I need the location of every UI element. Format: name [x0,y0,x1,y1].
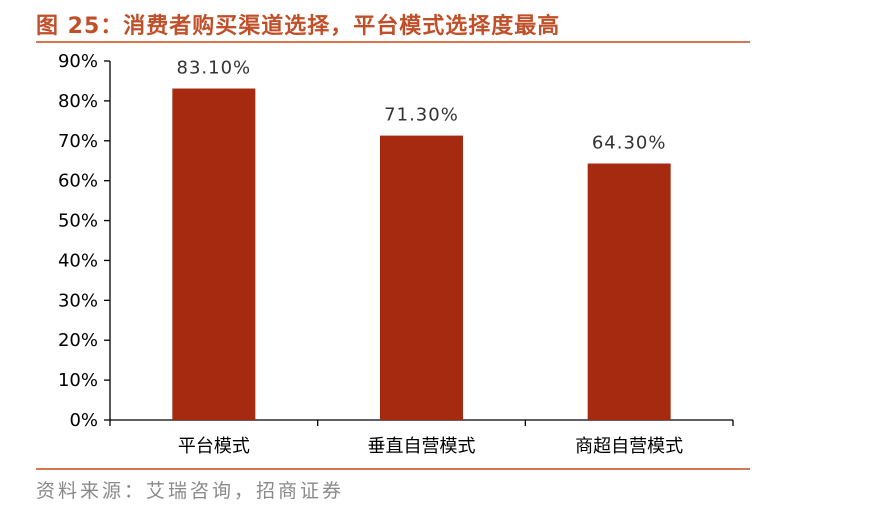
bars [172,88,671,421]
y-tick-label: 80% [58,91,98,112]
data-labels: 83.10% 71.30% 64.30% [177,58,667,154]
bar-2 [380,135,463,420]
source-note: 资料来源：艾瑞咨询，招商证券 [36,480,345,502]
y-tick-label: 10% [58,370,98,391]
x-category-label-1: 平台模式 [178,436,250,457]
y-axis: 0% 10% 20% 30% 40% 50% 60% 70% 80% 90% [58,51,111,431]
y-tick-label: 30% [58,290,98,311]
y-tick-label: 50% [58,211,98,232]
bar-1 [172,88,256,421]
data-label-3: 64.30% [592,133,667,154]
y-tick-label: 0% [69,410,98,431]
data-label-1: 83.10% [177,58,252,79]
data-label-2: 71.30% [384,105,459,126]
y-tick-label: 70% [58,131,98,152]
y-tick-label: 40% [58,250,98,271]
figure-title: 图 25：消费者购买渠道选择，平台模式选择度最高 [36,14,561,39]
y-tick-label: 20% [58,330,98,351]
x-category-label-3: 商超自营模式 [575,436,683,457]
x-category-label-2: 垂直自营模式 [368,436,476,457]
source-divider [36,468,750,470]
title-divider [36,41,750,43]
bar-3 [587,163,671,420]
y-tick-label: 90% [58,51,98,72]
x-axis: 平台模式 垂直自营模式 商超自营模式 [109,419,734,457]
y-tick-label: 60% [58,171,98,192]
